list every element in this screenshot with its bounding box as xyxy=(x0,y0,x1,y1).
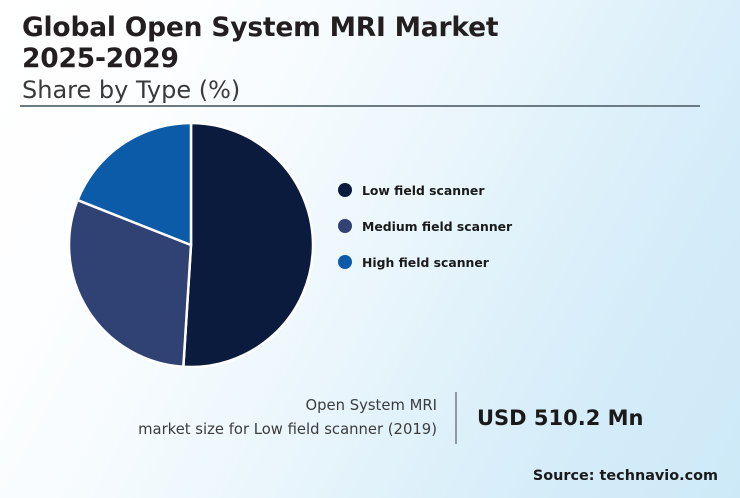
chart-legend: Low field scanner Medium field scanner H… xyxy=(338,172,628,280)
pie-slice[interactable] xyxy=(68,198,193,368)
legend-item-label: Medium field scanner xyxy=(362,218,513,234)
callout-divider xyxy=(455,392,457,444)
legend-color-swatch-icon xyxy=(338,183,352,197)
pie-slice[interactable] xyxy=(76,122,193,247)
market-size-callout: Open System MRI market size for Low fiel… xyxy=(60,392,680,444)
legend-color-swatch-icon xyxy=(338,255,352,269)
page-subtitle: Share by Type (%) xyxy=(22,76,241,104)
callout-description: Open System MRI market size for Low fiel… xyxy=(60,394,455,443)
header-divider xyxy=(20,105,700,107)
pie-slice[interactable] xyxy=(182,122,314,368)
source-attribution: Source: technavio.com xyxy=(532,468,718,484)
legend-item-label: High field scanner xyxy=(362,254,489,270)
callout-value: USD 510.2 Mn xyxy=(477,406,644,430)
legend-item-low-field-scanner[interactable]: Low field scanner xyxy=(338,172,628,208)
callout-description-line-1: Open System MRI xyxy=(305,396,437,414)
legend-item-high-field-scanner[interactable]: High field scanner xyxy=(338,244,628,280)
header: Global Open System MRI Market 2025-2029 … xyxy=(22,12,712,105)
legend-color-swatch-icon xyxy=(338,219,352,233)
callout-description-line-2: market size for Low field scanner (2019) xyxy=(138,421,437,438)
page-title: Global Open System MRI Market 2025-2029 xyxy=(22,12,499,74)
legend-item-medium-field-scanner[interactable]: Medium field scanner xyxy=(338,208,628,244)
pie-chart xyxy=(68,122,314,368)
pie-chart-svg xyxy=(68,122,314,368)
legend-item-label: Low field scanner xyxy=(362,182,485,198)
